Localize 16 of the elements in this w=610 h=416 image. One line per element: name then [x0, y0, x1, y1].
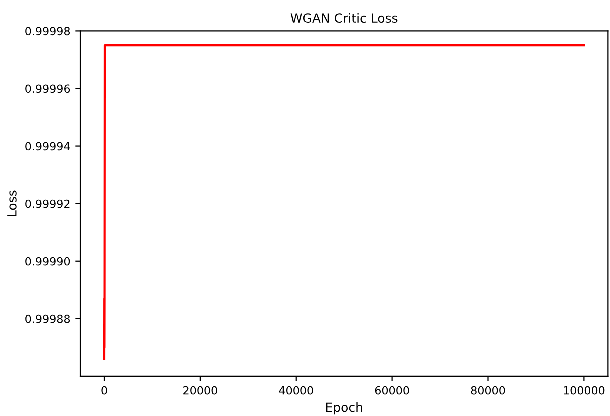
x-tick-label: 40000	[279, 386, 314, 395]
y-tick-label: 0.99988	[26, 314, 70, 324]
y-tick-label: 0.99994	[26, 142, 70, 151]
x-axis-title: Epoch	[326, 402, 362, 415]
y-axis-title: Loss	[8, 190, 17, 216]
chart-title: WGAN Critic Loss	[290, 13, 398, 24]
x-tick-label: 0	[102, 386, 108, 395]
x-tick-label: 20000	[184, 386, 218, 395]
y-tick-label: 0.99996	[26, 84, 70, 94]
y-tick-label: 0.99990	[26, 257, 70, 266]
x-tick-label: 60000	[375, 386, 410, 395]
x-tick-label: 80000	[471, 386, 506, 395]
line-series	[103, 44, 586, 360]
x-tick-label: 100000	[564, 386, 605, 395]
y-tick-label: 0.99998	[26, 27, 70, 36]
y-tick-label: 0.99992	[26, 200, 70, 208]
